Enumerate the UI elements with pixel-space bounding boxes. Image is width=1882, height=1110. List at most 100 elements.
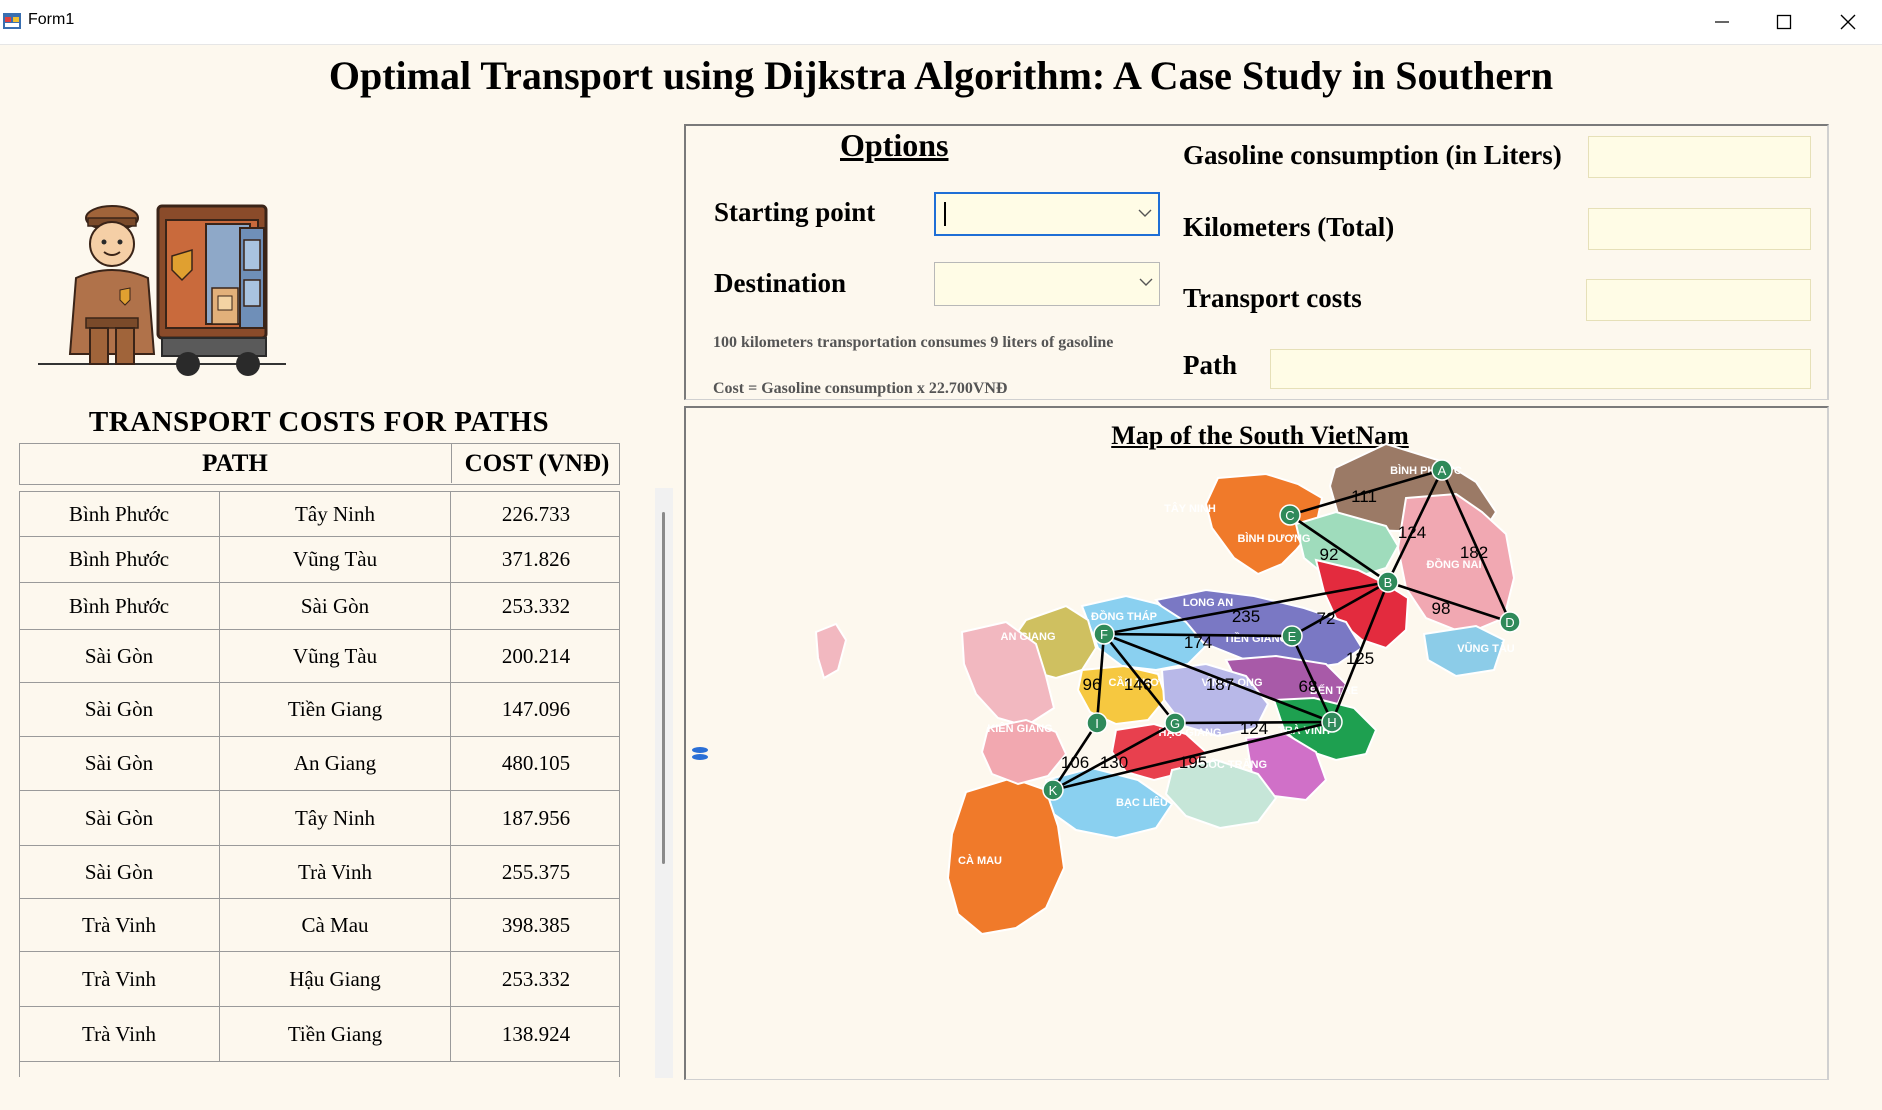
starting-point-label: Starting point (714, 197, 876, 227)
province-label: LONG AN (1183, 597, 1233, 609)
delivery-truck-illustration (38, 204, 286, 376)
cost-cell[interactable]: 371.826 (450, 537, 619, 582)
edge-C-A (1289, 468, 1443, 517)
path-to-cell[interactable]: An Giang (219, 737, 450, 790)
island-marker (692, 754, 708, 760)
edge-weight-label: 125 (1346, 649, 1374, 668)
node-B-marker (1377, 571, 1399, 593)
minimize-button[interactable] (1692, 0, 1752, 44)
destination-label: Destination (714, 268, 847, 298)
edge-weight-label: 182 (1460, 543, 1488, 562)
edge-weight-label: 174 (1184, 633, 1212, 652)
province-label: CẦN THƠ (1109, 676, 1161, 689)
province-label: SÓC TRĂNG (1201, 758, 1267, 771)
cost-cell[interactable]: 398.385 (450, 899, 619, 951)
path-from-cell[interactable]: Sài Gòn (84, 805, 154, 830)
path-from-cell[interactable]: Bình Phước (68, 501, 170, 526)
options-panel (684, 124, 1829, 400)
cost-cell[interactable]: 147.096 (450, 683, 619, 736)
cost-cell[interactable]: 138.924 (450, 1007, 619, 1061)
path-from-cell[interactable]: Sài Gòn (84, 697, 154, 721)
close-button[interactable] (1818, 0, 1878, 44)
edge-weight-label: 106 (1061, 753, 1089, 772)
path-to-cell[interactable]: Hậu Giang (219, 952, 450, 1006)
cost-cell[interactable]: 253.332 (450, 952, 619, 1006)
path-from-cell[interactable]: Bình Phước (68, 593, 170, 618)
table-row[interactable]: Sài Gòn Tiền Giang 147.096 (20, 682, 619, 736)
edge-F-E (1103, 632, 1293, 638)
path-from-cell[interactable]: Trà Vinh (81, 912, 156, 937)
path-from-cell[interactable]: Trà Vinh (81, 1021, 156, 1046)
province-region (1164, 758, 1278, 830)
path-from-cell[interactable]: Sài Gòn (84, 751, 154, 775)
cost-cell[interactable]: 226.733 (450, 492, 619, 536)
path-to-cell[interactable]: Cà Mau (219, 899, 450, 951)
minimize-icon (1715, 21, 1729, 23)
table-row[interactable]: Bình Phước Vũng Tàu 371.826 (20, 536, 619, 582)
table-scrollbar[interactable] (655, 488, 673, 1078)
window-title: Form1 (28, 11, 75, 28)
edge-I-K (1051, 722, 1099, 791)
cost-cell[interactable]: 480.105 (450, 737, 619, 790)
node-I-marker (1086, 712, 1108, 734)
path-to-cell[interactable]: Sài Gòn (219, 583, 450, 629)
table-row[interactable]: Sài Gòn Tây Ninh 187.956 (20, 790, 619, 845)
chevron-down-icon[interactable] (1139, 277, 1153, 287)
scrollbar-thumb[interactable] (662, 512, 665, 864)
table-row[interactable]: Trà Vinh Cà Mau 398.385 (20, 898, 619, 951)
graph-edges (1051, 468, 1512, 792)
path-to-cell[interactable]: Tây Ninh (219, 492, 450, 536)
table-row[interactable]: Sài Gòn Trà Vinh 255.375 (20, 845, 619, 898)
edge-weight-label: 130 (1100, 753, 1128, 772)
cost-cell[interactable]: 253.332 (450, 583, 619, 629)
form-title: Optimal Transport using Dijkstra Algorit… (328, 53, 1554, 98)
window-titlebar: Form1 (0, 0, 1882, 45)
table-row-partial[interactable] (20, 1061, 619, 1077)
path-to-cell[interactable]: Vũng Tàu (219, 537, 450, 582)
edge-weight-label: 98 (1432, 599, 1451, 618)
node-F-label: F (1100, 627, 1108, 642)
path-to-cell[interactable]: Vũng Tàu (219, 630, 450, 682)
chevron-down-icon[interactable] (1138, 208, 1152, 218)
transport-costs-label: Transport costs (1183, 283, 1362, 313)
edge-weight-label: 146 (1124, 675, 1152, 694)
starting-point-combobox[interactable] (934, 192, 1160, 236)
table-row[interactable]: Trà Vinh Hậu Giang 253.332 (20, 951, 619, 1006)
text-caret (944, 202, 946, 226)
table-row[interactable]: Sài Gòn Vũng Tàu 200.214 (20, 629, 619, 682)
edge-weight-label: 124 (1398, 523, 1426, 542)
maximize-button[interactable] (1754, 0, 1814, 44)
transport-costs-table[interactable]: Bình Phước Tây Ninh 226.733 Bình Phước Vũng … (19, 491, 620, 1077)
path-from-cell[interactable]: Bình Phước (68, 547, 170, 571)
cost-cell[interactable]: 187.956 (450, 791, 619, 845)
path-to-cell[interactable]: Trà Vinh (219, 846, 450, 898)
header-cost[interactable]: COST (VNĐ) (451, 444, 622, 483)
destination-combobox[interactable] (934, 262, 1160, 306)
table-row[interactable]: Bình Phước Tây Ninh 226.733 (20, 491, 619, 536)
edge-weights: 111 124 182 92 98 235 72 174 68 125 96 146 187 124 106… (1061, 487, 1488, 772)
cost-cell[interactable]: 255.375 (450, 846, 619, 898)
path-from-cell[interactable]: Sài Gòn (84, 643, 154, 668)
header-path[interactable]: PATH (202, 450, 268, 477)
province-region (1204, 472, 1324, 576)
edge-E-H (1290, 635, 1334, 723)
edge-B-H (1330, 581, 1390, 723)
transport-costs-output[interactable] (1586, 279, 1811, 321)
table-row[interactable]: Sài Gòn An Giang 480.105 (20, 736, 619, 790)
kilometers-output[interactable] (1588, 208, 1811, 250)
path-from-cell[interactable]: Sài Gòn (84, 859, 154, 884)
table-row[interactable]: Trà Vinh Tiền Giang 138.924 (20, 1006, 619, 1061)
path-to-cell[interactable]: Tiền Giang (219, 683, 450, 736)
node-B-label: B (1384, 575, 1393, 590)
cost-formula-note: Cost = Gasoline consumption x 22.700VNĐ (713, 380, 1008, 397)
province-regions (692, 442, 1516, 936)
node-G-marker (1164, 712, 1186, 734)
path-to-cell[interactable]: Tây Ninh (219, 791, 450, 845)
path-output[interactable] (1270, 349, 1811, 389)
gasoline-output[interactable] (1588, 136, 1811, 178)
province-region (980, 718, 1068, 786)
table-row[interactable]: Bình Phước Sài Gòn 253.332 (20, 582, 619, 629)
path-from-cell[interactable]: Trà Vinh (81, 966, 156, 991)
cost-cell[interactable]: 200.214 (450, 630, 619, 682)
path-to-cell[interactable]: Tiền Giang (219, 1007, 450, 1061)
